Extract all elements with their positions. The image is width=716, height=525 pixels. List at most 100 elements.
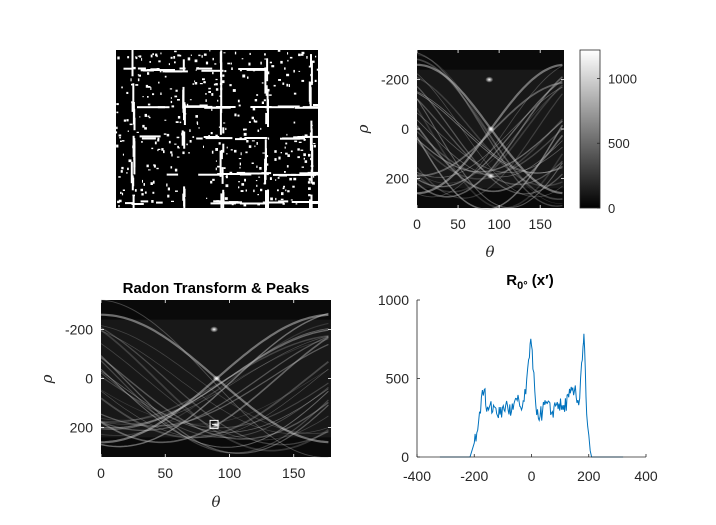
binary-speckle	[252, 107, 256, 111]
binary-speckle	[167, 187, 170, 191]
binary-speckle	[231, 202, 234, 206]
radon-peaks-x-label: θ	[211, 493, 220, 511]
binary-speckle	[158, 81, 160, 84]
binary-speckle	[307, 181, 311, 184]
profile-x-tick-label: -200	[460, 468, 488, 484]
binary-speckle	[218, 126, 221, 128]
binary-speckle	[118, 176, 121, 178]
radon-sinusoid	[100, 360, 329, 439]
profile-title-subscript: 0°	[517, 280, 528, 292]
binary-speckle	[147, 86, 151, 88]
colorbar-tick-label: 500	[608, 136, 630, 151]
binary-speckle	[215, 78, 218, 81]
binary-speckle	[179, 121, 182, 124]
radon-sinusoid	[416, 52, 563, 207]
binary-speckle	[118, 205, 120, 208]
radon-peaks-panel: Radon Transform & Peaks 0 50 100 150 -200 0 20…	[38, 280, 331, 511]
binary-grid-horizontal-segment	[201, 69, 224, 72]
profile-panel: R0° (x′) -400 -200 0 200 400 0 500 1000	[378, 272, 658, 484]
radon-top-y-label: ρ	[354, 124, 372, 134]
binary-speckle	[271, 65, 275, 68]
binary-speckle	[264, 53, 266, 56]
binary-speckle	[284, 171, 286, 173]
radon-sinusoid	[100, 335, 329, 432]
binary-speckle	[237, 114, 240, 117]
binary-speckle	[284, 146, 286, 149]
binary-grid-horizontal-segment	[250, 106, 272, 108]
binary-grid-vertical-segment	[220, 149, 223, 160]
radon-sinusoid	[100, 328, 329, 430]
binary-speckle	[174, 61, 176, 64]
binary-speckle	[195, 69, 197, 71]
radon-sinusoid	[416, 124, 564, 210]
binary-grid-horizontal-segment	[139, 135, 161, 138]
binary-speckle	[175, 190, 178, 192]
binary-speckle	[289, 177, 292, 181]
binary-speckle	[170, 151, 173, 154]
binary-speckle	[248, 145, 252, 148]
radon-sinusoid	[416, 120, 563, 173]
binary-speckle	[248, 121, 251, 123]
binary-speckle	[116, 144, 119, 148]
binary-grid-vertical-segment	[266, 58, 269, 82]
binary-speckle	[122, 140, 125, 142]
binary-grid-horizontal-segment	[140, 200, 149, 203]
binary-speckle	[258, 176, 261, 178]
binary-grid-horizontal-segment	[205, 137, 233, 140]
radon-sinusoid	[416, 84, 563, 193]
binary-speckle	[131, 101, 133, 104]
binary-grid-horizontal-segment	[210, 202, 236, 205]
binary-speckle	[133, 66, 136, 70]
binary-speckle	[177, 116, 181, 119]
binary-speckle	[304, 134, 308, 138]
binary-grid-horizontal-segment	[262, 201, 285, 204]
binary-grid-horizontal-segment	[217, 173, 243, 175]
binary-speckle	[171, 200, 174, 202]
binary-grid-horizontal-segment	[307, 171, 318, 174]
binary-grid-vertical-segment	[182, 59, 185, 72]
binary-grid-horizontal-segment	[280, 137, 301, 140]
binary-grid-vertical-segment	[132, 177, 135, 187]
binary-speckle	[263, 182, 266, 185]
binary-speckle	[251, 116, 254, 120]
binary-speckle	[206, 197, 208, 199]
binary-speckle	[194, 59, 198, 63]
binary-grid-vertical-segment	[132, 195, 135, 208]
binary-speckle	[313, 143, 316, 145]
binary-speckle	[164, 75, 167, 78]
binary-speckle	[238, 104, 241, 107]
binary-grid-vertical-segment	[220, 62, 223, 91]
binary-speckle	[176, 156, 180, 158]
binary-speckle	[208, 135, 210, 138]
binary-speckle	[240, 152, 242, 156]
binary-speckle	[217, 99, 219, 102]
binary-speckle	[243, 204, 247, 207]
binary-speckle	[205, 99, 207, 102]
binary-speckle	[286, 83, 289, 87]
binary-speckle	[198, 127, 200, 129]
binary-speckle	[128, 159, 132, 163]
binary-speckle	[261, 101, 264, 104]
binary-speckle	[144, 127, 147, 130]
binary-speckle	[287, 154, 290, 157]
binary-speckle	[252, 68, 256, 72]
binary-speckle	[199, 83, 203, 85]
radon-peaks-x-tick-label: 0	[97, 465, 105, 481]
binary-speckle	[280, 60, 283, 64]
binary-speckle	[121, 86, 123, 89]
binary-speckle	[303, 139, 306, 141]
binary-speckle	[248, 174, 252, 176]
radon-sinusoid	[100, 329, 329, 429]
binary-speckle	[212, 71, 214, 75]
binary-speckle	[229, 84, 232, 87]
radon-top-x-tick-label: 150	[529, 216, 553, 232]
binary-speckle	[151, 147, 154, 150]
binary-grid-vertical-segment	[182, 89, 185, 109]
binary-grid-horizontal-segment	[137, 67, 146, 70]
binary-speckle	[171, 105, 175, 108]
binary-speckle	[140, 188, 143, 192]
binary-speckle	[223, 167, 226, 169]
binary-speckle	[203, 53, 207, 56]
binary-speckle	[202, 78, 205, 81]
binary-speckle	[152, 93, 155, 96]
